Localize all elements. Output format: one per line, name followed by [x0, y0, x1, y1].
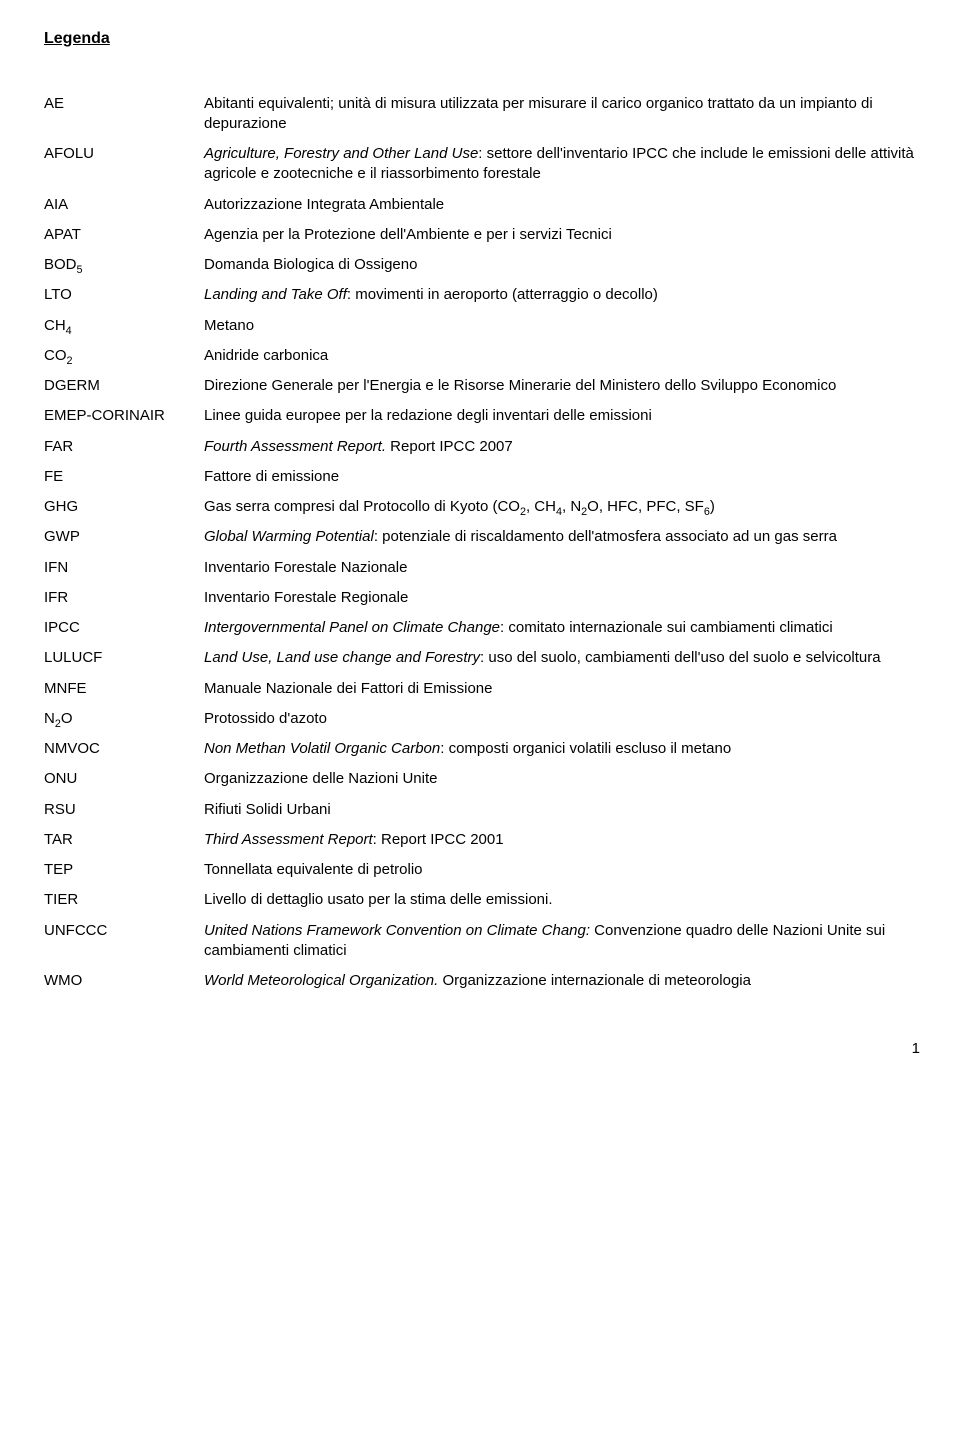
legend-definition: Inventario Forestale Nazionale — [204, 558, 920, 578]
legend-row: GWPGlobal Warming Potential: potenziale … — [44, 527, 920, 547]
legend-definition: Metano — [204, 316, 920, 336]
legend-term: UNFCCC — [44, 921, 204, 941]
legend-definition: Fourth Assessment Report. Report IPCC 20… — [204, 437, 920, 457]
legend-definition: Rifiuti Solidi Urbani — [204, 800, 920, 820]
legend-row: IFNInventario Forestale Nazionale — [44, 558, 920, 578]
legend-definition: Linee guida europee per la redazione deg… — [204, 406, 920, 426]
legend-row: AFOLUAgriculture, Forestry and Other Lan… — [44, 144, 920, 185]
legend-row: ONUOrganizzazione delle Nazioni Unite — [44, 769, 920, 789]
legend-definition: Gas serra compresi dal Protocollo di Kyo… — [204, 497, 920, 517]
legend-term: IPCC — [44, 618, 204, 638]
legend-row: TARThird Assessment Report: Report IPCC … — [44, 830, 920, 850]
legend-row: FARFourth Assessment Report. Report IPCC… — [44, 437, 920, 457]
legend-term: AIA — [44, 195, 204, 215]
legend-definition: Domanda Biologica di Ossigeno — [204, 255, 920, 275]
legend-term: MNFE — [44, 679, 204, 699]
legend-row: IPCCIntergovernmental Panel on Climate C… — [44, 618, 920, 638]
legend-row: CO2Anidride carbonica — [44, 346, 920, 366]
legend-row: N2OProtossido d'azoto — [44, 709, 920, 729]
legend-term: TAR — [44, 830, 204, 850]
legend-term: LULUCF — [44, 648, 204, 668]
legend-row: MNFEManuale Nazionale dei Fattori di Emi… — [44, 679, 920, 699]
legend-definition: Fattore di emissione — [204, 467, 920, 487]
legend-row: TIERLivello di dettaglio usato per la st… — [44, 890, 920, 910]
page-title: Legenda — [44, 28, 920, 50]
legend-definition: Non Methan Volatil Organic Carbon: compo… — [204, 739, 920, 759]
legend-term: WMO — [44, 971, 204, 991]
legend-definition: Global Warming Potential: potenziale di … — [204, 527, 920, 547]
legend-term: GHG — [44, 497, 204, 517]
legend-row: LTOLanding and Take Off: movimenti in ae… — [44, 285, 920, 305]
legend-term: FE — [44, 467, 204, 487]
legend-term: RSU — [44, 800, 204, 820]
legend-term: CO2 — [44, 346, 204, 366]
legend-table: AEAbitanti equivalenti; unità di misura … — [44, 94, 920, 992]
legend-row: NMVOCNon Methan Volatil Organic Carbon: … — [44, 739, 920, 759]
legend-term: APAT — [44, 225, 204, 245]
legend-definition: Tonnellata equivalente di petrolio — [204, 860, 920, 880]
legend-row: LULUCFLand Use, Land use change and Fore… — [44, 648, 920, 668]
legend-definition: World Meteorological Organization. Organ… — [204, 971, 920, 991]
legend-term: ONU — [44, 769, 204, 789]
legend-term: LTO — [44, 285, 204, 305]
legend-row: GHGGas serra compresi dal Protocollo di … — [44, 497, 920, 517]
legend-definition: Landing and Take Off: movimenti in aerop… — [204, 285, 920, 305]
legend-definition: Autorizzazione Integrata Ambientale — [204, 195, 920, 215]
legend-row: WMOWorld Meteorological Organization. Or… — [44, 971, 920, 991]
legend-row: RSURifiuti Solidi Urbani — [44, 800, 920, 820]
legend-definition: United Nations Framework Convention on C… — [204, 921, 920, 962]
legend-term: IFR — [44, 588, 204, 608]
legend-row: TEPTonnellata equivalente di petrolio — [44, 860, 920, 880]
legend-term: IFN — [44, 558, 204, 578]
legend-definition: Agenzia per la Protezione dell'Ambiente … — [204, 225, 920, 245]
legend-row: BOD5Domanda Biologica di Ossigeno — [44, 255, 920, 275]
legend-definition: Inventario Forestale Regionale — [204, 588, 920, 608]
legend-definition: Abitanti equivalenti; unità di misura ut… — [204, 94, 920, 135]
legend-row: EMEP-CORINAIRLinee guida europee per la … — [44, 406, 920, 426]
legend-definition: Organizzazione delle Nazioni Unite — [204, 769, 920, 789]
legend-term: DGERM — [44, 376, 204, 396]
legend-term: EMEP-CORINAIR — [44, 406, 204, 426]
legend-term: NMVOC — [44, 739, 204, 759]
legend-row: AEAbitanti equivalenti; unità di misura … — [44, 94, 920, 135]
legend-row: FEFattore di emissione — [44, 467, 920, 487]
legend-term: TIER — [44, 890, 204, 910]
legend-definition: Anidride carbonica — [204, 346, 920, 366]
legend-term: BOD5 — [44, 255, 204, 275]
legend-term: CH4 — [44, 316, 204, 336]
legend-term: GWP — [44, 527, 204, 547]
legend-definition: Livello di dettaglio usato per la stima … — [204, 890, 920, 910]
page-number: 1 — [44, 1039, 920, 1059]
legend-row: APATAgenzia per la Protezione dell'Ambie… — [44, 225, 920, 245]
legend-definition: Intergovernmental Panel on Climate Chang… — [204, 618, 920, 638]
legend-definition: Manuale Nazionale dei Fattori di Emissio… — [204, 679, 920, 699]
legend-definition: Land Use, Land use change and Forestry: … — [204, 648, 920, 668]
legend-row: CH4Metano — [44, 316, 920, 336]
legend-row: DGERMDirezione Generale per l'Energia e … — [44, 376, 920, 396]
legend-term: N2O — [44, 709, 204, 729]
legend-definition: Protossido d'azoto — [204, 709, 920, 729]
legend-row: UNFCCCUnited Nations Framework Conventio… — [44, 921, 920, 962]
legend-row: AIAAutorizzazione Integrata Ambientale — [44, 195, 920, 215]
legend-definition: Agriculture, Forestry and Other Land Use… — [204, 144, 920, 185]
legend-term: AFOLU — [44, 144, 204, 164]
legend-definition: Third Assessment Report: Report IPCC 200… — [204, 830, 920, 850]
legend-term: AE — [44, 94, 204, 114]
legend-definition: Direzione Generale per l'Energia e le Ri… — [204, 376, 920, 396]
legend-row: IFRInventario Forestale Regionale — [44, 588, 920, 608]
legend-term: FAR — [44, 437, 204, 457]
legend-term: TEP — [44, 860, 204, 880]
